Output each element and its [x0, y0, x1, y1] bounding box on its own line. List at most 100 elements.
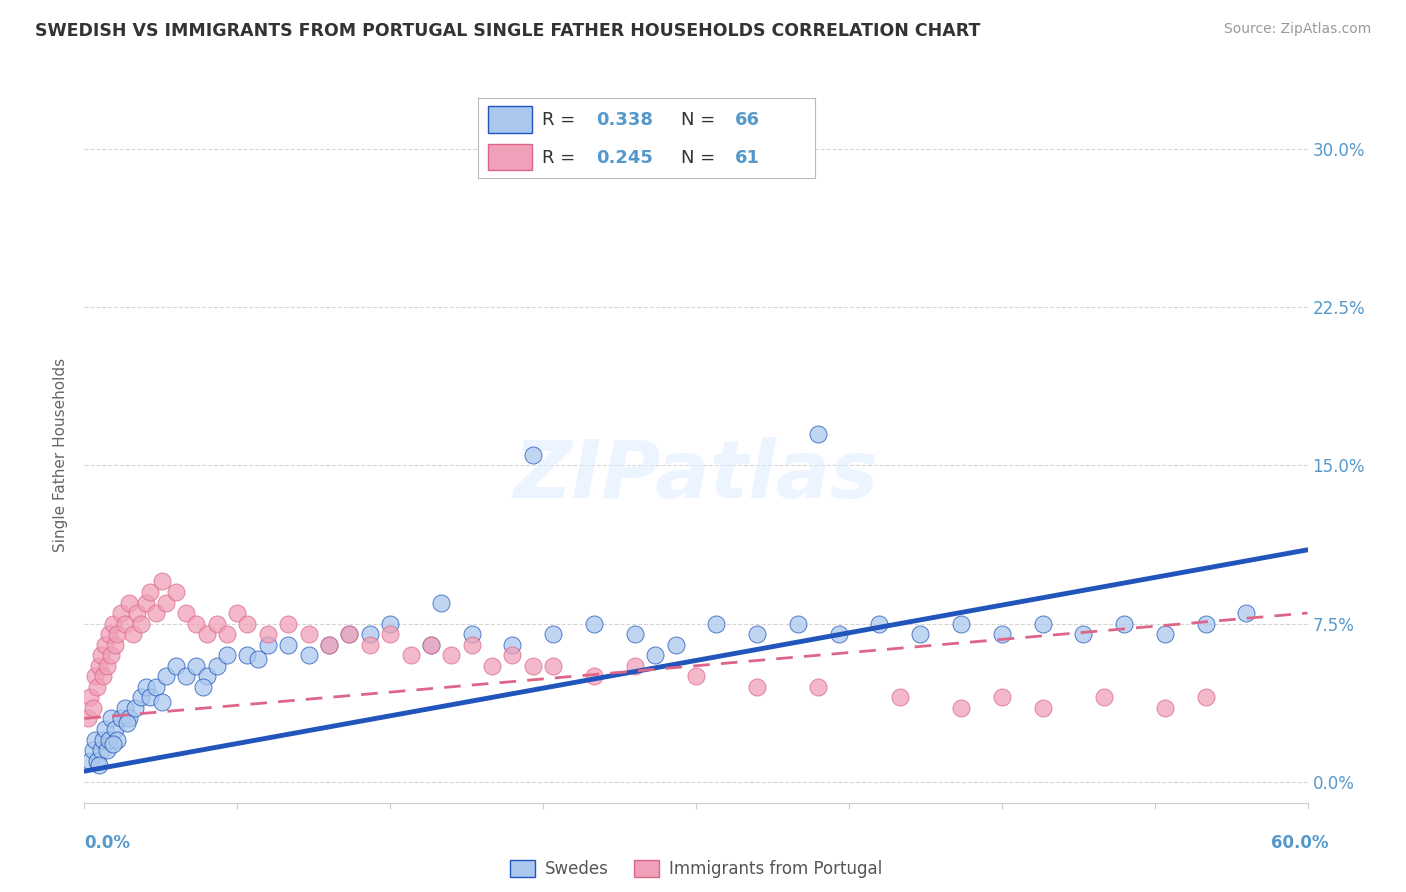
Point [991, 627, 1014, 641]
Point [96, 658, 118, 673]
Point [1236, 606, 1258, 620]
Text: ZIPatlas: ZIPatlas [513, 437, 879, 515]
Point [115, 715, 138, 730]
Point [1092, 690, 1115, 705]
Legend: Swedes, Immigrants from Portugal: Swedes, Immigrants from Portugal [503, 854, 889, 885]
Point [339, 627, 361, 641]
Point [91, 669, 114, 683]
Point [131, 616, 153, 631]
Point [145, 606, 167, 620]
Text: R =: R = [543, 149, 581, 167]
Point [828, 627, 851, 641]
Point [82, 743, 104, 757]
Point [624, 658, 647, 673]
Point [131, 690, 153, 705]
Point [1032, 616, 1054, 631]
Point [277, 616, 299, 631]
Point [174, 669, 197, 683]
Point [165, 585, 187, 599]
Point [186, 616, 208, 631]
Point [1032, 701, 1054, 715]
Point [950, 701, 973, 715]
Point [138, 690, 160, 705]
Point [298, 648, 321, 663]
Point [624, 627, 647, 641]
Point [100, 648, 122, 663]
Point [1195, 690, 1218, 705]
Point [101, 616, 124, 631]
Point [86, 680, 108, 694]
Point [359, 627, 381, 641]
Point [889, 690, 911, 705]
Text: SWEDISH VS IMMIGRANTS FROM PORTUGAL SINGLE FATHER HOUSEHOLDS CORRELATION CHART: SWEDISH VS IMMIGRANTS FROM PORTUGAL SING… [35, 22, 980, 40]
Point [217, 648, 239, 663]
Point [522, 658, 544, 673]
Point [91, 732, 114, 747]
Point [1073, 627, 1095, 641]
Point [110, 711, 132, 725]
Point [127, 606, 149, 620]
Point [502, 648, 524, 663]
Point [461, 638, 484, 652]
Point [150, 695, 173, 709]
Point [236, 616, 259, 631]
Point [257, 627, 280, 641]
Point [82, 701, 104, 715]
Point [543, 658, 565, 673]
Point [97, 732, 120, 747]
Point [135, 680, 157, 694]
Point [118, 595, 141, 609]
Point [145, 680, 167, 694]
Text: R =: R = [543, 111, 581, 128]
Point [665, 638, 688, 652]
Point [481, 658, 503, 673]
Point [205, 616, 228, 631]
Point [257, 638, 280, 652]
Point [950, 616, 973, 631]
Point [114, 701, 136, 715]
Point [122, 627, 145, 641]
Point [236, 648, 259, 663]
Point [155, 595, 177, 609]
Point [90, 743, 112, 757]
Point [93, 722, 117, 736]
Point [138, 585, 160, 599]
Point [910, 627, 932, 641]
Text: 0.338: 0.338 [596, 111, 654, 128]
Point [186, 658, 208, 673]
FancyBboxPatch shape [488, 106, 531, 133]
Point [991, 690, 1014, 705]
Point [165, 658, 187, 673]
Point [83, 669, 105, 683]
Point [101, 737, 124, 751]
Point [706, 616, 728, 631]
Point [96, 743, 118, 757]
Point [440, 648, 463, 663]
Text: 0.0%: 0.0% [84, 834, 131, 852]
Point [191, 680, 214, 694]
Point [77, 711, 100, 725]
Point [87, 757, 110, 772]
Point [135, 595, 157, 609]
Point [86, 754, 108, 768]
Point [380, 627, 402, 641]
Point [83, 732, 105, 747]
Point [124, 701, 146, 715]
Point [217, 627, 239, 641]
Point [246, 652, 269, 666]
Point [339, 627, 361, 641]
Point [105, 732, 128, 747]
Point [461, 627, 484, 641]
Point [685, 669, 707, 683]
Text: 60.0%: 60.0% [1271, 834, 1329, 852]
Text: 61: 61 [734, 149, 759, 167]
Text: N =: N = [681, 149, 720, 167]
FancyBboxPatch shape [488, 144, 531, 170]
Point [522, 448, 544, 462]
Point [150, 574, 173, 589]
Point [79, 690, 101, 705]
Point [104, 638, 127, 652]
Point [195, 669, 218, 683]
Point [1114, 616, 1136, 631]
Point [110, 606, 132, 620]
